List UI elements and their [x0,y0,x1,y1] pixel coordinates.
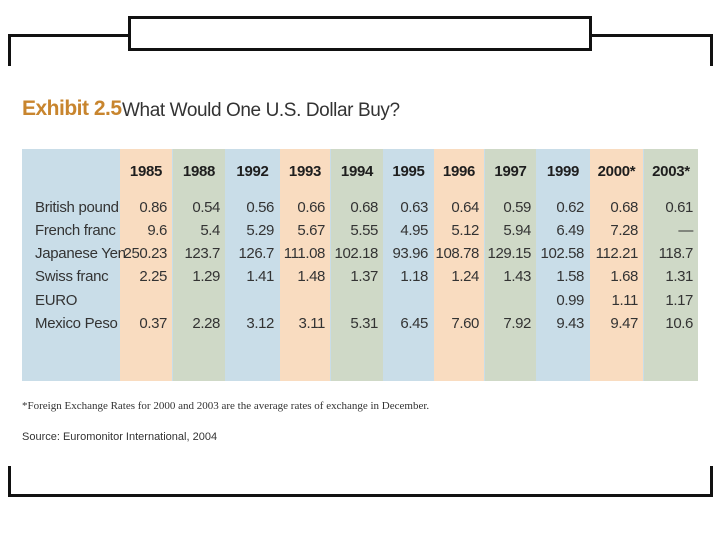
currency-label: Mexico Peso [35,315,118,332]
exhibit-label: Exhibit 2.5 [22,97,122,120]
rate-cell: 1.48 [297,268,325,285]
rate-cell: 5.29 [246,222,274,239]
year-header: 1994 [340,163,374,180]
rate-cell: 102.58 [540,245,585,262]
rate-cell: 1.17 [665,292,693,309]
frame-top-left [8,34,128,37]
rate-cell: 1.11 [611,292,639,309]
rate-cell: 1.18 [400,268,428,285]
rate-cell: 1.68 [610,268,638,285]
exchange-rate-table: 1985 1988 1992 1993 1994 1995 1996 1997 1999 2000… [22,149,698,381]
currency-label: EURO [35,292,78,309]
column-band-2003-star [644,149,698,381]
rate-cell: 6.45 [400,315,428,332]
frame-top-right [592,34,712,37]
rate-cell: 9.6 [147,222,167,239]
currency-label: Swiss franc [35,268,109,285]
rate-cell: 0.54 [192,199,220,216]
rate-cell: 0.86 [139,199,167,216]
rate-cell: 118.7 [658,245,694,262]
column-band-1997 [485,149,536,381]
footnote: *Foreign Exchange Rates for 2000 and 200… [22,400,430,412]
rate-cell: 5.55 [350,222,378,239]
frame-bottom [8,494,713,497]
rate-cell: 5.4 [200,222,220,239]
rate-cell: 1.58 [556,268,584,285]
rate-cell: 7.28 [610,222,638,239]
rate-cell: 0.66 [297,199,325,216]
year-header: 1997 [494,163,527,180]
rate-cell: 0.61 [665,199,693,216]
rate-cell: 0.99 [556,292,584,309]
column-band-1993 [280,149,330,381]
column-band-1994 [331,149,383,381]
rate-cell: 6.49 [556,222,584,239]
rate-cell: 123.7 [184,245,220,262]
column-band-1988 [173,149,225,381]
rate-cell: 5.67 [297,222,325,239]
rate-cell: 1.31 [665,268,693,285]
column-band-1992 [226,149,279,381]
rate-cell: 5.12 [451,222,479,239]
rate-cell: 0.68 [610,199,638,216]
source-note: Source: Euromonitor International, 2004 [22,431,218,443]
rate-cell: 112.21 [595,245,639,262]
rate-cell: 9.47 [610,315,638,332]
rate-cell: 93.96 [392,245,428,262]
column-band-2000-star [590,149,643,381]
rate-cell: 0.68 [350,199,378,216]
rate-cell: 1.24 [451,268,479,285]
slide-title-box [128,16,592,51]
rate-cell: 0.63 [400,199,428,216]
rate-cell: 0.37 [139,315,167,332]
year-header: 2003* [652,163,690,180]
currency-label: Japanese Yen [35,245,126,262]
year-header: 1992 [236,163,269,180]
rate-cell: 111.08 [283,245,326,262]
rate-cell: 7.60 [451,315,479,332]
rate-cell: — [678,222,693,239]
year-header: 1996 [442,163,476,180]
rate-cell: 102.18 [334,245,379,262]
year-header: 1999 [546,163,580,180]
exhibit-title: What Would One U.S. Dollar Buy? [122,100,400,121]
rate-cell: 126.7 [238,245,274,262]
column-band-1996 [434,149,484,381]
rate-cell: 9.43 [556,315,584,332]
rate-cell: 7.92 [503,315,531,332]
rate-cell: 5.31 [350,315,378,332]
rate-cell: 250.23 [123,245,168,262]
rate-cell: 1.43 [503,268,531,285]
frame-right-tick [710,34,713,66]
rate-cell: 3.11 [298,315,326,332]
rate-cell: 10.6 [665,315,693,332]
year-header: 1988 [182,163,216,180]
column-band-1995 [384,149,433,381]
column-band-1985 [120,149,172,381]
year-header: 1985 [129,163,163,180]
year-header: 1995 [392,163,425,180]
rate-cell: 0.59 [503,199,531,216]
rate-cell: 0.64 [451,199,479,216]
rate-cell: 108.78 [435,245,480,262]
rate-cell: 0.62 [556,199,584,216]
year-header: 2000* [597,163,636,180]
column-band-1999 [537,149,589,381]
rate-cell: 5.94 [503,222,531,239]
frame-left-tick [8,34,11,66]
currency-label: British pound [35,199,119,216]
rate-cell: 2.25 [139,268,167,285]
rate-cell: 1.41 [246,268,274,285]
rate-cell: 2.28 [192,315,220,332]
rate-cell: 4.95 [400,222,428,239]
frame-bottom-left-tick [8,466,11,497]
rate-cell: 1.37 [350,268,378,285]
rate-cell: 0.56 [246,199,274,216]
rate-cell: 3.12 [246,315,274,332]
frame-bottom-right-tick [710,466,713,497]
rate-cell: 1.29 [192,268,220,285]
currency-label: French franc [35,222,116,239]
year-header: 1993 [288,163,322,180]
rate-cell: 129.15 [487,245,532,262]
